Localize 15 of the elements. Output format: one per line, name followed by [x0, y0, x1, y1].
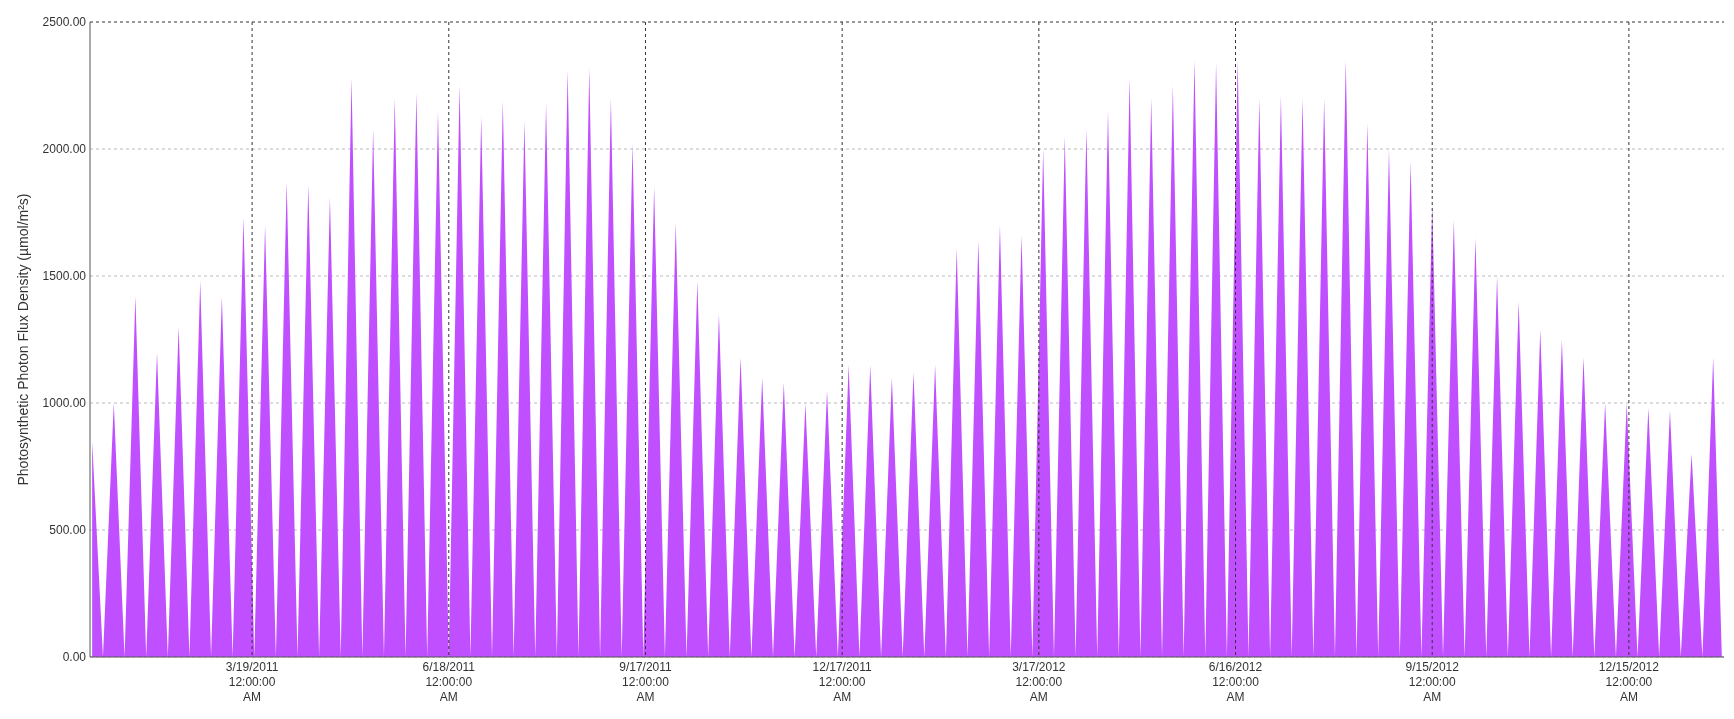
x-tick-label: 12/15/2012 12:00:00 AM [1598, 660, 1660, 704]
y-tick-label: 2500.00 [42, 15, 87, 30]
y-tick-label: 1500.00 [42, 269, 87, 284]
x-tick-label: 6/16/2012 12:00:00 AM [1208, 660, 1263, 704]
y-tick-label: 2000.00 [42, 142, 87, 157]
x-tick-label: 3/19/2011 12:00:00 AM [225, 660, 279, 704]
y-tick-label: 1000.00 [42, 396, 87, 411]
x-tick-label: 12/17/2011 12:00:00 AM [812, 660, 873, 704]
x-tick-label: 6/18/2011 12:00:00 AM [422, 660, 476, 704]
x-tick-label: 9/17/2011 12:00:00 AM [619, 660, 673, 704]
x-tick-label: 9/15/2012 12:00:00 AM [1405, 660, 1460, 704]
y-axis-title: Photosynthetic Photon Flux Density (µmol/m²s) [15, 193, 31, 486]
y-tick-label: 500.00 [49, 523, 87, 538]
y-tick-label: 0.00 [62, 650, 87, 665]
x-tick-label: 3/17/2012 12:00:00 AM [1012, 660, 1066, 704]
